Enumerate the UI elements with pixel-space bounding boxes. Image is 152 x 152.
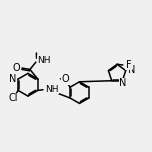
Text: N: N xyxy=(128,65,136,75)
Text: N: N xyxy=(9,74,17,84)
Text: O: O xyxy=(62,75,70,85)
Text: O: O xyxy=(61,74,69,85)
Text: NH: NH xyxy=(37,56,51,65)
Text: Cl: Cl xyxy=(9,93,18,103)
Text: NH: NH xyxy=(45,85,59,93)
Text: N: N xyxy=(119,78,127,88)
Text: O: O xyxy=(12,63,20,73)
Text: F: F xyxy=(126,60,131,70)
